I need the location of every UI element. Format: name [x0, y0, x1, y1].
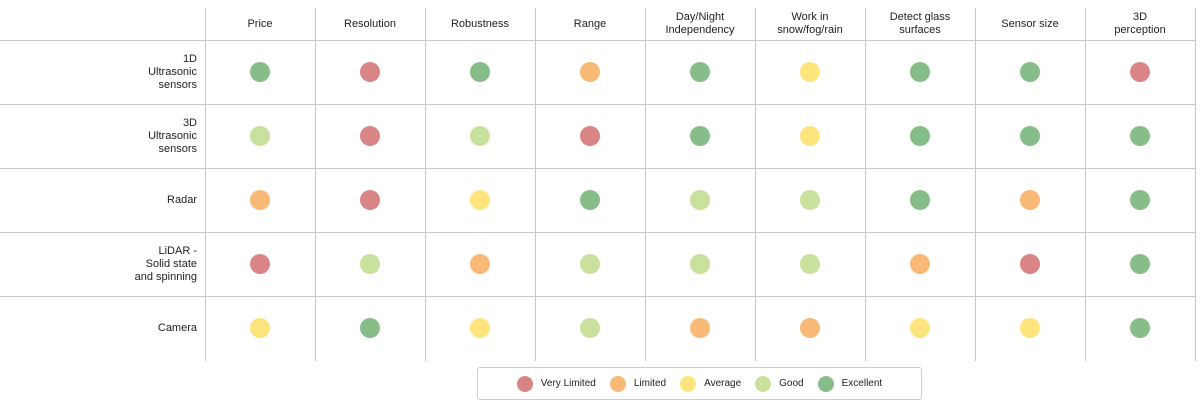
- legend-label: Average: [704, 378, 742, 389]
- rating-dot: [1130, 62, 1150, 82]
- rating-dot: [690, 318, 710, 338]
- rating-dot: [910, 62, 930, 82]
- rating-dot: [1020, 62, 1040, 82]
- column-header: Work in snow/fog/rain: [777, 11, 843, 36]
- rating-dot: [910, 318, 930, 338]
- column-divider: [1195, 8, 1196, 361]
- rating-dot: [910, 190, 930, 210]
- rating-dot: [470, 254, 490, 274]
- row-divider: [0, 168, 1195, 169]
- rating-dot: [690, 190, 710, 210]
- legend-swatch: [516, 375, 533, 392]
- legend-swatch: [755, 375, 772, 392]
- rating-dot: [250, 62, 270, 82]
- rating-dot: [1020, 318, 1040, 338]
- rating-dot: [250, 126, 270, 146]
- row-label: 3D Ultrasonic sensors: [148, 116, 197, 155]
- rating-dot: [1020, 254, 1040, 274]
- column-header: Detect glass surfaces: [889, 11, 951, 36]
- legend-label: Good: [779, 378, 804, 389]
- row-divider: [0, 296, 1195, 297]
- column-header: Robustness: [450, 17, 510, 30]
- legend-item: Average: [680, 375, 742, 392]
- legend-item: Very Limited: [516, 375, 596, 392]
- column-header: Resolution: [344, 17, 396, 30]
- rating-dot: [800, 126, 820, 146]
- column-divider: [645, 8, 646, 361]
- rating-dot: [470, 126, 490, 146]
- row-divider: [0, 104, 1195, 105]
- rating-dot: [910, 254, 930, 274]
- legend-label: Excellent: [841, 378, 883, 389]
- column-header: Sensor size: [1001, 17, 1059, 30]
- legend: Very Limited Limited Average Good Excellent: [477, 367, 922, 400]
- legend-swatch: [680, 375, 697, 392]
- rating-dot: [1020, 190, 1040, 210]
- rating-dot: [580, 62, 600, 82]
- legend-item: Limited: [609, 375, 667, 392]
- column-divider: [535, 8, 536, 361]
- rating-dot: [1130, 318, 1150, 338]
- rating-dot: [690, 126, 710, 146]
- column-divider: [315, 8, 316, 361]
- rating-dot: [250, 318, 270, 338]
- rating-dot: [580, 126, 600, 146]
- row-divider: [0, 40, 1195, 41]
- rating-dot: [690, 254, 710, 274]
- rating-dot: [360, 62, 380, 82]
- column-divider: [1085, 8, 1086, 361]
- row-label: Camera: [157, 321, 197, 334]
- rating-dot: [800, 318, 820, 338]
- rating-dot: [800, 254, 820, 274]
- legend-item: Excellent: [817, 375, 883, 392]
- rating-dot: [360, 318, 380, 338]
- rating-dot: [360, 126, 380, 146]
- column-divider: [205, 8, 206, 361]
- rating-dot: [1130, 254, 1150, 274]
- column-header: Price: [247, 17, 273, 30]
- column-divider: [865, 8, 866, 361]
- row-label: LiDAR - Solid state and spinning: [134, 244, 197, 283]
- row-divider: [0, 232, 1195, 233]
- rating-dot: [1130, 126, 1150, 146]
- rating-dot: [470, 318, 490, 338]
- rating-dot: [360, 190, 380, 210]
- column-divider: [425, 8, 426, 361]
- legend-label: Limited: [633, 378, 667, 389]
- rating-dot: [470, 62, 490, 82]
- row-label: Radar: [167, 193, 197, 206]
- column-divider: [975, 8, 976, 361]
- rating-dot: [800, 62, 820, 82]
- rating-dot: [250, 190, 270, 210]
- column-header: 3D perception: [1114, 11, 1166, 36]
- column-header: Range: [573, 17, 607, 30]
- column-header: Day/Night Independency: [665, 11, 735, 36]
- rating-dot: [250, 254, 270, 274]
- rating-dot: [580, 190, 600, 210]
- column-divider: [755, 8, 756, 361]
- rating-dot: [360, 254, 380, 274]
- rating-dot: [580, 318, 600, 338]
- legend-item: Good: [755, 375, 804, 392]
- rating-dot: [1020, 126, 1040, 146]
- legend-label: Very Limited: [540, 378, 596, 389]
- rating-dot: [690, 62, 710, 82]
- rating-dot: [580, 254, 600, 274]
- rating-dot: [1130, 190, 1150, 210]
- rating-dot: [470, 190, 490, 210]
- legend-swatch: [609, 375, 626, 392]
- row-label: 1D Ultrasonic sensors: [148, 52, 197, 91]
- legend-swatch: [817, 375, 834, 392]
- rating-dot: [800, 190, 820, 210]
- rating-dot: [910, 126, 930, 146]
